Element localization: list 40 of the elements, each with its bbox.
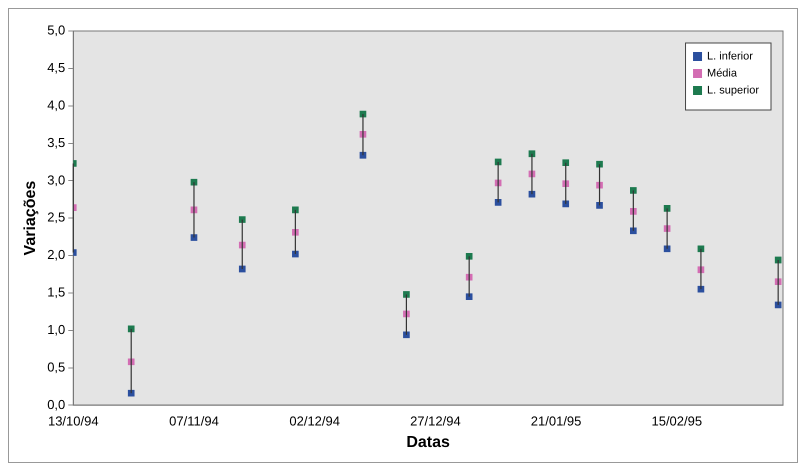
legend-label: L. superior [707, 84, 760, 97]
point [664, 205, 670, 212]
point [698, 286, 704, 293]
y-tick-label: 0,0 [47, 396, 66, 412]
x-tick-label: 07/11/94 [169, 414, 219, 429]
point [190, 178, 198, 186]
x-axis-title: Datas [406, 434, 450, 451]
point [596, 202, 603, 209]
point [494, 158, 502, 166]
point [494, 199, 502, 206]
y-tick-label: 3,0 [47, 172, 66, 188]
y-tick-label: 2,5 [47, 210, 66, 225]
y-tick-label: 5,0 [47, 22, 66, 38]
legend-label: Média [707, 68, 738, 80]
y-tick-label: 2,0 [47, 247, 66, 262]
point [698, 245, 704, 252]
x-tick-label: 15/02/95 [651, 414, 702, 429]
y-tick-label: 4,0 [47, 97, 66, 112]
point [596, 160, 603, 168]
y-tick-label: 0,5 [47, 359, 66, 374]
point [403, 332, 410, 338]
point [292, 206, 299, 214]
point [664, 245, 670, 252]
x-tick-label: 02/12/94 [289, 414, 340, 429]
point [292, 250, 299, 258]
legend-label: L. inferior [707, 50, 754, 63]
y-tick-label: 1,0 [47, 322, 66, 337]
x-tick-label: 13/10/94 [48, 414, 99, 429]
y-tick-label: 4,5 [47, 60, 66, 75]
point [528, 150, 536, 158]
point [403, 291, 410, 298]
y-tick-label: 3,5 [47, 134, 66, 150]
point [360, 152, 366, 159]
point [528, 190, 536, 198]
x-tick-label: 27/12/94 [410, 414, 461, 429]
y-tick-label: 1,5 [47, 284, 66, 300]
x-tick-label: 21/01/95 [530, 414, 582, 429]
point [360, 110, 366, 118]
y-axis-title: Variações [22, 180, 40, 256]
point [190, 234, 198, 241]
